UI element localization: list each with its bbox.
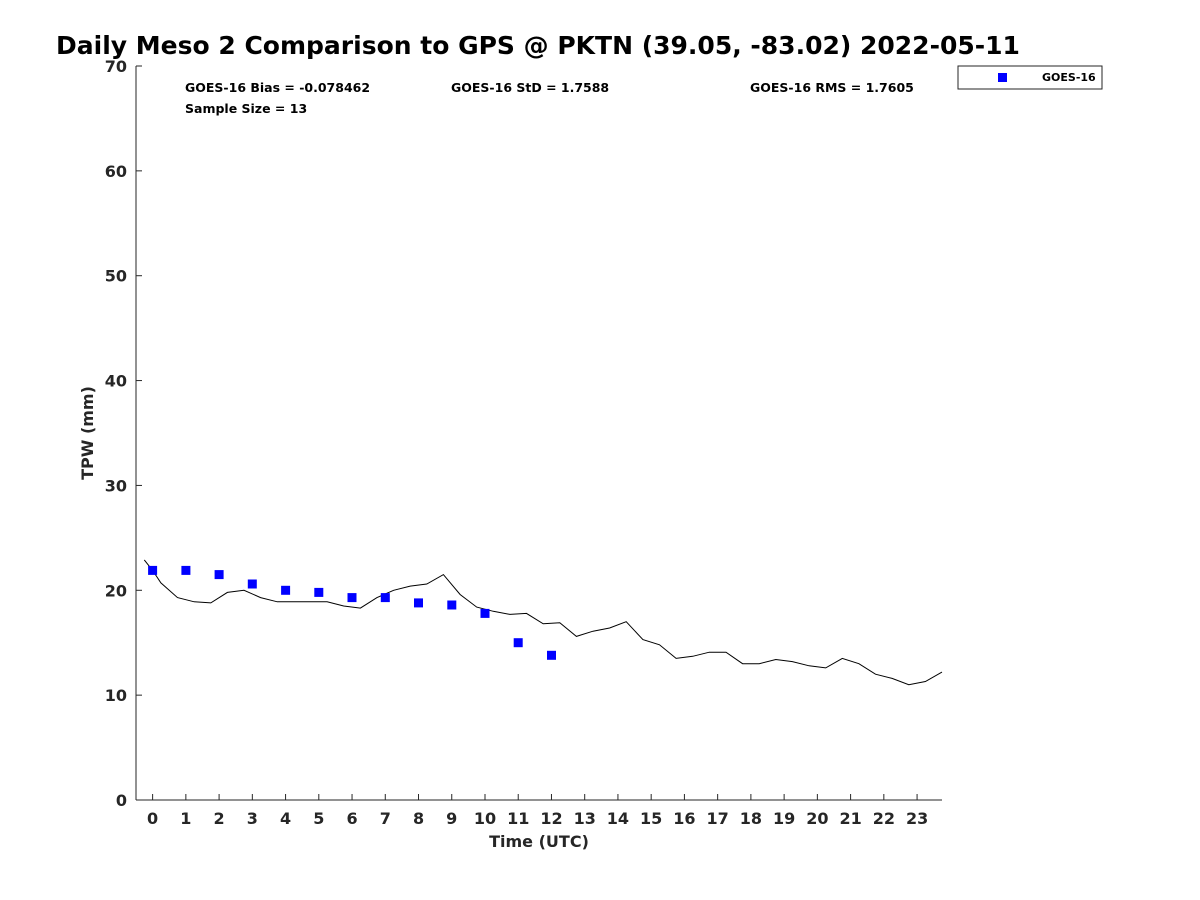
legend: GOES-16 — [957, 65, 1103, 90]
x-tick-label: 8 — [413, 809, 424, 828]
y-tick-label: 70 — [105, 57, 127, 76]
x-tick-label: 10 — [474, 809, 496, 828]
x-tick-label: 2 — [214, 809, 225, 828]
x-tick-label: 9 — [446, 809, 457, 828]
x-tick-label: 18 — [740, 809, 762, 828]
x-tick-label: 21 — [839, 809, 861, 828]
goes16-point — [148, 565, 158, 575]
x-tick-label: 15 — [640, 809, 662, 828]
goes16-point — [281, 585, 291, 595]
y-tick-label: 0 — [116, 791, 127, 810]
goes16-point — [314, 587, 324, 597]
legend-marker-goes16 — [998, 73, 1007, 82]
x-tick-label: 4 — [280, 809, 291, 828]
x-tick-label: 6 — [346, 809, 357, 828]
x-tick-label: 13 — [574, 809, 596, 828]
goes16-point — [181, 565, 191, 575]
y-tick-label: 50 — [105, 267, 127, 286]
legend-box — [957, 65, 1103, 90]
stat-rms: GOES-16 RMS = 1.7605 — [750, 80, 914, 95]
plot-area — [143, 559, 943, 686]
x-tick-label: 20 — [806, 809, 828, 828]
stat-sample-size: Sample Size = 13 — [185, 101, 307, 116]
x-tick-label: 12 — [540, 809, 562, 828]
x-tick-label: 1 — [180, 809, 191, 828]
goes16-point — [513, 638, 523, 648]
x-tick-label: 16 — [673, 809, 695, 828]
x-axis-label: Time (UTC) — [489, 832, 589, 851]
stat-bias: GOES-16 Bias = -0.078462 — [185, 80, 370, 95]
goes16-point — [480, 608, 490, 618]
axes — [135, 66, 942, 801]
goes16-point — [347, 593, 357, 603]
x-tick-label: 19 — [773, 809, 795, 828]
goes16-point — [547, 650, 556, 660]
x-tick-label: 0 — [147, 809, 158, 828]
y-tick-label: 40 — [105, 372, 127, 391]
x-tick-label: 22 — [873, 809, 895, 828]
x-tick-label: 5 — [313, 809, 324, 828]
y-ticks: 0 10 20 30 40 50 60 70 — [105, 57, 142, 810]
y-tick-label: 60 — [105, 162, 127, 181]
goes16-point — [380, 593, 390, 603]
goes16-point — [414, 598, 423, 608]
stat-std: GOES-16 StD = 1.7588 — [451, 80, 609, 95]
gps-tpw-line — [143, 559, 943, 686]
y-axis-label: TPW (mm) — [78, 386, 97, 480]
y-tick-label: 20 — [105, 581, 127, 600]
x-tick-label: 7 — [380, 809, 391, 828]
goes16-point — [247, 579, 257, 589]
x-tick-label: 23 — [906, 809, 928, 828]
goes16-point — [214, 570, 224, 580]
x-tick-label: 14 — [607, 809, 629, 828]
x-tick-label: 3 — [247, 809, 258, 828]
y-tick-label: 10 — [105, 686, 127, 705]
legend-label-goes16: GOES-16 — [1042, 71, 1096, 84]
x-tick-label: 17 — [707, 809, 729, 828]
x-ticks: 0 1 2 3 4 5 6 7 8 9 10 11 12 13 14 15 16 17 18 19 20 21 22 23 — [147, 794, 928, 828]
x-tick-label: 11 — [507, 809, 529, 828]
stats-annotations: GOES-16 Bias = -0.078462 GOES-16 StD = 1… — [185, 80, 914, 116]
chart-title: Daily Meso 2 Comparison to GPS @ PKTN (3… — [56, 31, 1020, 60]
y-tick-label: 30 — [105, 476, 127, 495]
goes16-point — [447, 600, 457, 610]
